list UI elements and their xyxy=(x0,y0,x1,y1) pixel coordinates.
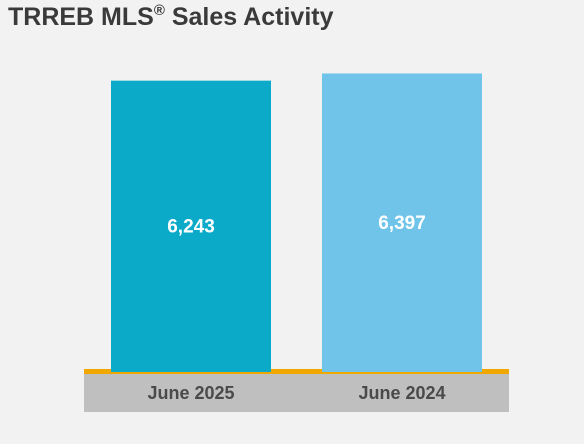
bar-0 xyxy=(111,80,271,372)
x-tick-label-0: June 2025 xyxy=(147,383,234,403)
chart-title-suffix: Sales Activity xyxy=(164,3,334,31)
bar-value-label-1: 6,397 xyxy=(378,213,426,234)
bar-value-label-0: 6,243 xyxy=(167,216,215,237)
chart-title: TRREB MLS® Sales Activity xyxy=(8,2,334,32)
x-tick-label-1: June 2024 xyxy=(358,383,445,403)
bar-1 xyxy=(322,73,482,373)
x-axis-band xyxy=(84,374,509,412)
chart-title-text: TRREB MLS xyxy=(8,3,154,31)
x-axis-baseline xyxy=(84,369,509,374)
registered-mark: ® xyxy=(153,2,165,19)
